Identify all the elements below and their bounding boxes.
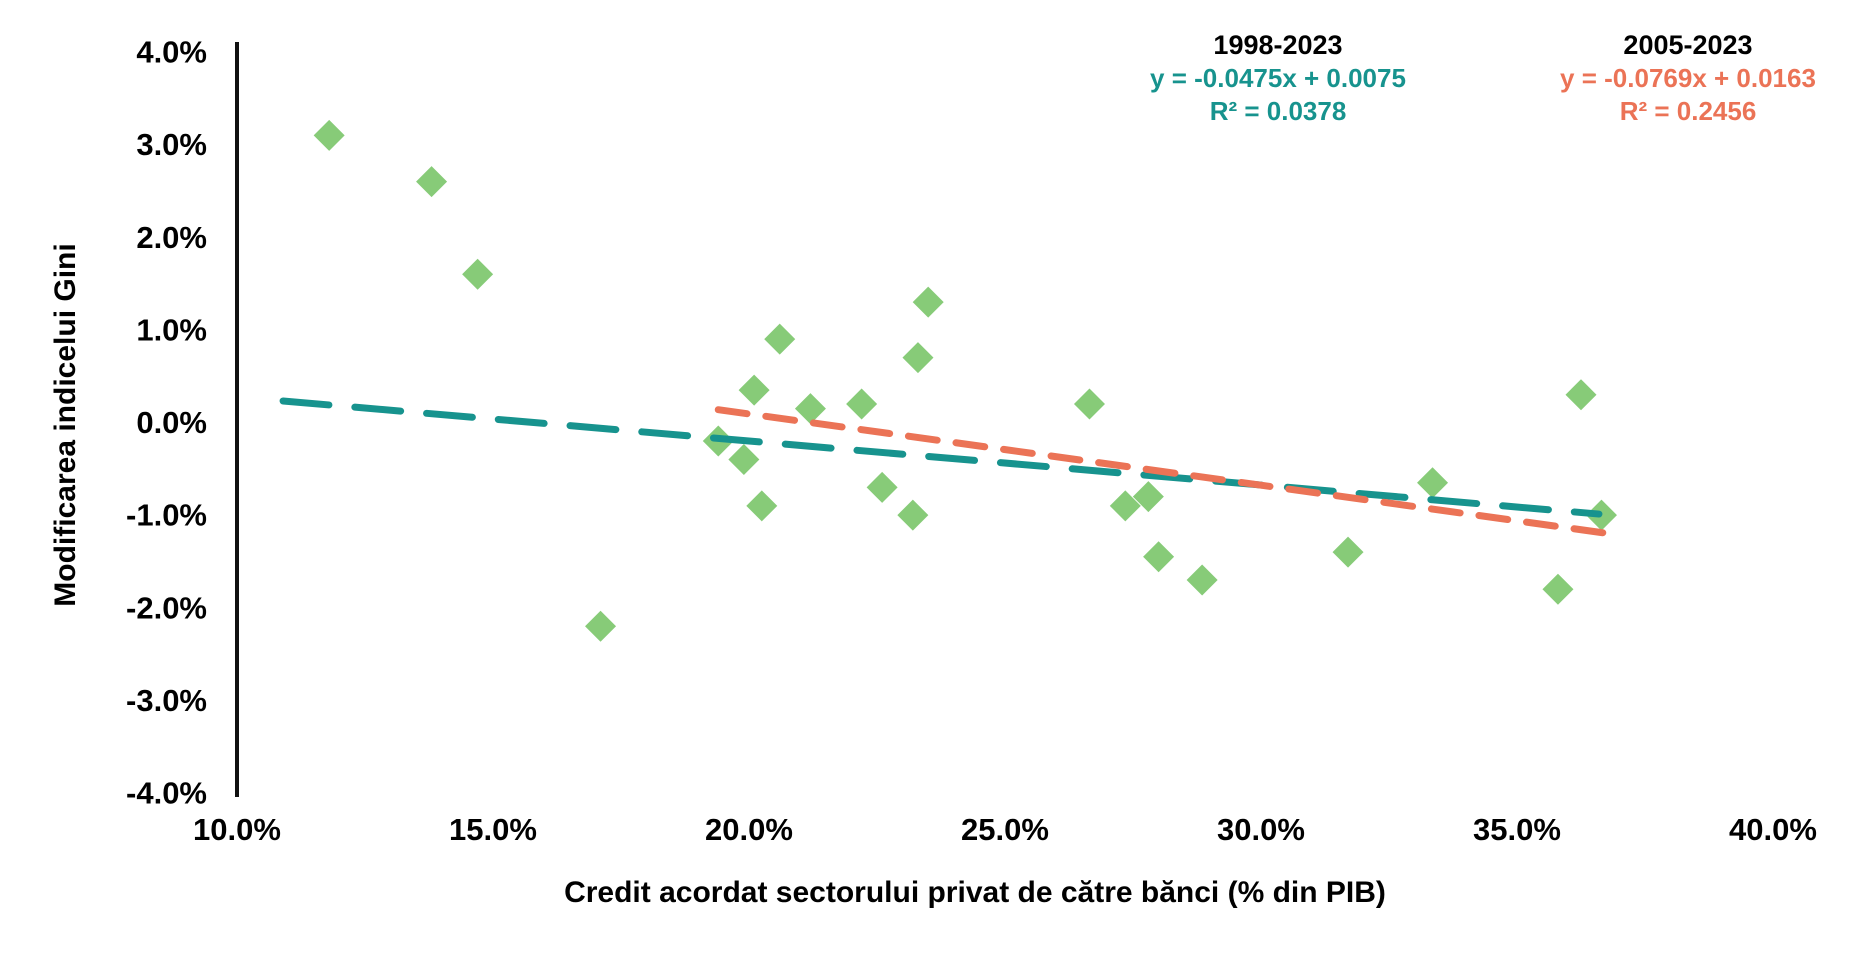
legend-period-label: 2005-2023 [1623, 30, 1753, 60]
trendline-equation: y = -0.0475x + 0.0075 [1150, 63, 1406, 93]
data-point [866, 471, 898, 503]
data-point [1132, 481, 1164, 513]
data-point [746, 490, 778, 522]
data-point [313, 119, 345, 151]
data-point [1332, 536, 1364, 568]
data-point [902, 342, 934, 374]
data-point [462, 258, 494, 290]
x-tick-label: 20.0% [705, 812, 793, 847]
legend-1998-2023: 1998-2023 y = -0.0475x + 0.0075 R² = 0.0… [1150, 28, 1406, 128]
data-point [1109, 490, 1141, 522]
data-point [1417, 467, 1449, 499]
y-tick-label: -2.0% [126, 590, 207, 625]
data-point [738, 374, 770, 406]
trendline-equation: y = -0.0769x + 0.0163 [1560, 63, 1816, 93]
trendline-1998-2023 [279, 397, 1603, 518]
y-tick-label: 4.0% [136, 35, 207, 70]
y-tick-label: -4.0% [126, 776, 207, 811]
data-point [416, 166, 448, 198]
y-tick-label: -1.0% [126, 498, 207, 533]
legend-2005-2023: 2005-2023 y = -0.0769x + 0.0163 R² = 0.2… [1560, 28, 1816, 128]
data-point [764, 323, 796, 355]
x-tick-label: 35.0% [1473, 812, 1561, 847]
trendline-r2: R² = 0.2456 [1619, 96, 1757, 126]
data-point [794, 393, 826, 425]
data-point [585, 610, 617, 642]
y-tick-label: -3.0% [126, 683, 207, 718]
y-tick-label: 1.0% [136, 312, 207, 347]
y-tick-label: 3.0% [136, 127, 207, 162]
y-tick-label: 0.0% [136, 405, 207, 440]
x-tick-label: 30.0% [1217, 812, 1305, 847]
x-tick-label: 40.0% [1729, 812, 1817, 847]
legend-period-label: 1998-2023 [1213, 30, 1343, 60]
data-point [1542, 573, 1574, 605]
x-tick-label: 25.0% [961, 812, 1049, 847]
data-point [1186, 564, 1218, 596]
trendline-r2: R² = 0.0378 [1209, 96, 1347, 126]
y-tick-label: 2.0% [136, 220, 207, 255]
data-point [846, 388, 878, 420]
data-point [1143, 541, 1175, 573]
data-point [897, 499, 929, 531]
trendline-2005-2023 [714, 406, 1608, 537]
data-point [728, 444, 760, 476]
data-point [1565, 379, 1597, 411]
data-point [912, 286, 944, 318]
x-tick-label: 10.0% [193, 812, 281, 847]
data-point [1073, 388, 1105, 420]
x-tick-label: 15.0% [449, 812, 537, 847]
x-axis-title: Credit acordat sectorului privat de cătr… [564, 876, 1386, 909]
y-axis-title: Modificarea indicelui Gini [49, 243, 82, 607]
